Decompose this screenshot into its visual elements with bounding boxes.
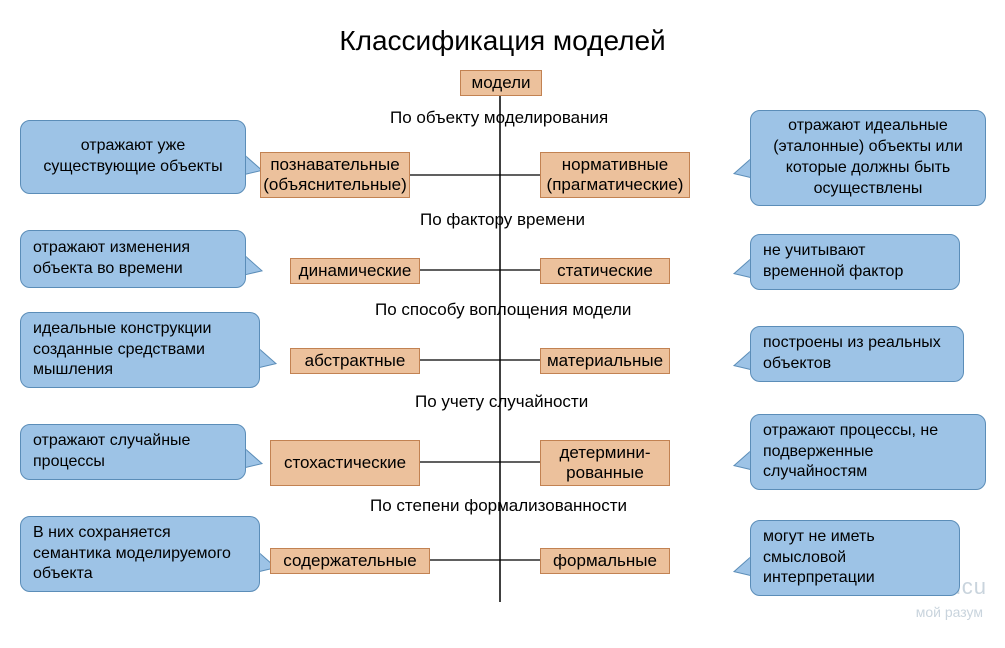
diagram-title: Классификация моделей bbox=[0, 25, 1005, 57]
description-callout-left: отражают уже существующие объекты bbox=[20, 120, 246, 194]
watermark-sub: мой разум bbox=[916, 604, 983, 620]
criterion-label: По объекту моделирования bbox=[390, 108, 608, 128]
description-callout-left: отражают случайные процессы bbox=[20, 424, 246, 480]
criterion-label: По учету случайности bbox=[415, 392, 588, 412]
criterion-label: По способу воплощения модели bbox=[375, 300, 631, 320]
criterion-label: По фактору времени bbox=[420, 210, 585, 230]
category-node-left: абстрактные bbox=[290, 348, 420, 374]
description-callout-right: не учитывают временной фактор bbox=[750, 234, 960, 290]
category-node-right: детермини- рованные bbox=[540, 440, 670, 486]
category-node-right: материальные bbox=[540, 348, 670, 374]
category-node-left: стохастические bbox=[270, 440, 420, 486]
category-node-right: формальные bbox=[540, 548, 670, 574]
category-node-right: статические bbox=[540, 258, 670, 284]
description-callout-right: отражают идеальные (эталонные) объекты и… bbox=[750, 110, 986, 206]
category-node-left: познавательные (объяснительные) bbox=[260, 152, 410, 198]
description-callout-right: отражают процессы, не подверженные случа… bbox=[750, 414, 986, 490]
category-node-left: содержательные bbox=[270, 548, 430, 574]
category-node-left: динамические bbox=[290, 258, 420, 284]
criterion-label: По степени формализованности bbox=[370, 496, 627, 516]
description-callout-right: построены из реальных объектов bbox=[750, 326, 964, 382]
category-node-right: нормативные (прагматические) bbox=[540, 152, 690, 198]
root-node: модели bbox=[460, 70, 542, 96]
description-callout-left: отражают изменения объекта во времени bbox=[20, 230, 246, 288]
description-callout-right: могут не иметь смысловой интерпретации bbox=[750, 520, 960, 596]
description-callout-left: В них сохраняется семантика моделируемог… bbox=[20, 516, 260, 592]
description-callout-left: идеальные конструкции созданные средства… bbox=[20, 312, 260, 388]
